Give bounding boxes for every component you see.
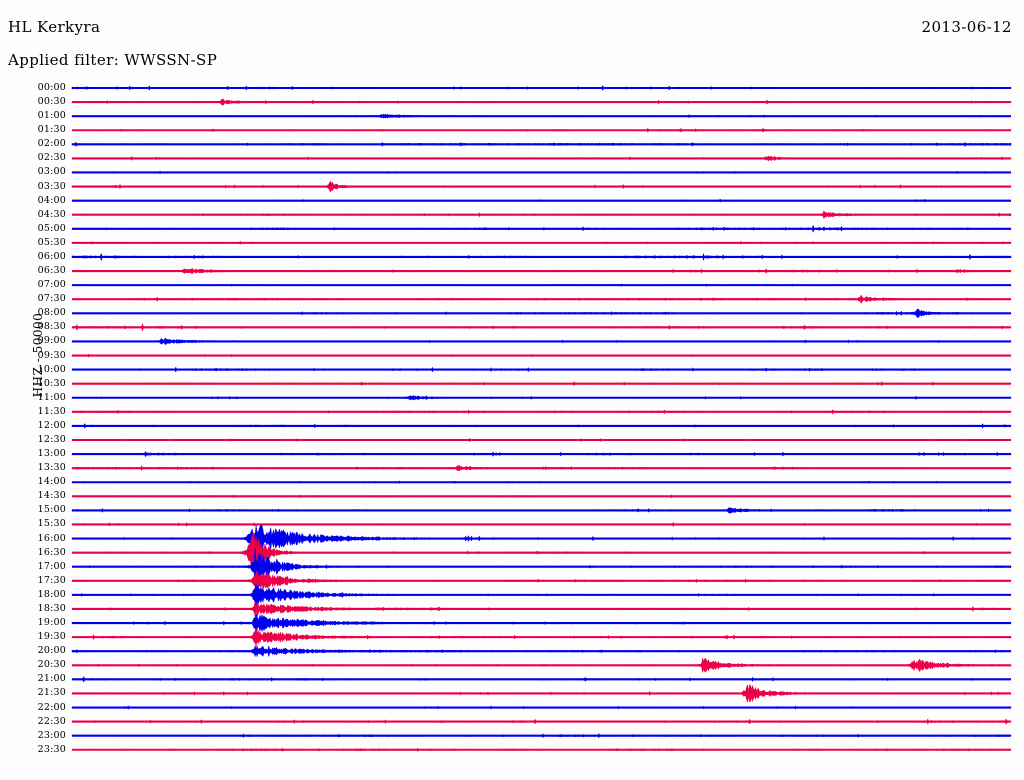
time-tick-label: 09:00: [37, 335, 66, 347]
time-tick-label: 20:30: [37, 659, 66, 671]
time-tick-label: 04:00: [37, 194, 66, 206]
seismogram-traces: [71, 84, 1012, 752]
time-tick-label: 05:30: [37, 236, 66, 248]
time-tick-label: 13:00: [37, 448, 66, 460]
time-tick-label: 14:30: [37, 490, 66, 502]
time-tick-label: 07:30: [37, 293, 66, 305]
time-tick-label: 03:00: [37, 166, 66, 178]
time-tick-label: 07:00: [37, 279, 66, 291]
time-tick-label: 09:30: [37, 349, 66, 361]
time-tick-label: 11:00: [37, 391, 66, 403]
time-tick-label: 16:00: [37, 532, 66, 544]
time-tick-label: 04:30: [37, 208, 66, 220]
time-tick-label: 14:00: [37, 476, 66, 488]
time-tick-label: 18:30: [37, 602, 66, 614]
time-tick-label: 16:30: [37, 546, 66, 558]
time-tick-label: 19:30: [37, 631, 66, 643]
time-tick-label: 11:30: [37, 405, 66, 417]
time-tick-label: 02:00: [37, 138, 66, 150]
time-tick-label: 22:00: [37, 701, 66, 713]
time-tick-label: 15:00: [37, 504, 66, 516]
time-tick-label: 17:30: [37, 574, 66, 586]
time-tick-label: 00:30: [37, 96, 66, 108]
time-tick-label: 20:00: [37, 645, 66, 657]
time-tick-label: 23:30: [37, 743, 66, 755]
time-tick-label: 13:30: [37, 462, 66, 474]
time-tick-label: 17:00: [37, 560, 66, 572]
time-tick-label: 06:00: [37, 250, 66, 262]
time-tick-label: 15:30: [37, 518, 66, 530]
date-label: 2013-06-12: [921, 18, 1012, 36]
time-tick-label: 12:30: [37, 434, 66, 445]
time-axis-labels: 00:00 00:30 01:00 01:30 02:00 02:30 03:00 03:30…: [20, 80, 66, 780]
time-tick-label: 02:30: [37, 152, 66, 164]
time-tick-label: 05:00: [37, 222, 66, 234]
time-tick-label: 10:30: [37, 377, 66, 389]
station-title: HL Kerkyra: [8, 18, 101, 36]
time-tick-label: 06:30: [37, 265, 66, 277]
time-tick-label: 03:30: [37, 180, 66, 192]
time-tick-label: 01:30: [37, 124, 66, 136]
time-tick-label: 08:00: [37, 307, 66, 319]
applied-filter-label: Applied filter: WWSSN-SP: [8, 51, 218, 69]
time-tick-label: 19:00: [37, 617, 66, 629]
time-tick-label: 00:00: [37, 82, 66, 93]
time-tick-label: 18:00: [37, 588, 66, 600]
time-tick-label: 08:30: [37, 321, 66, 333]
time-tick-label: 21:00: [37, 673, 66, 685]
time-tick-label: 22:30: [37, 715, 66, 727]
time-tick-label: 23:00: [37, 729, 66, 741]
time-tick-label: 10:00: [37, 363, 66, 375]
time-tick-label: 21:30: [37, 687, 66, 699]
time-tick-label: 01:00: [37, 110, 66, 122]
time-tick-label: 12:00: [37, 419, 66, 431]
